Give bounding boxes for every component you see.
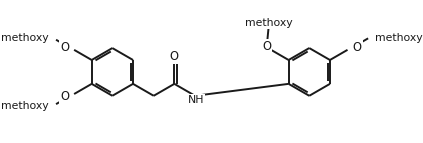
Text: O: O	[353, 41, 362, 54]
Text: O: O	[262, 40, 271, 53]
Text: NH: NH	[188, 95, 204, 105]
Text: O: O	[60, 41, 69, 54]
Text: methoxy: methoxy	[1, 101, 48, 111]
Text: methoxy: methoxy	[375, 33, 423, 43]
Text: methoxy: methoxy	[244, 18, 292, 28]
Text: O: O	[170, 50, 179, 63]
Text: O: O	[60, 90, 69, 103]
Text: methoxy: methoxy	[1, 33, 48, 43]
